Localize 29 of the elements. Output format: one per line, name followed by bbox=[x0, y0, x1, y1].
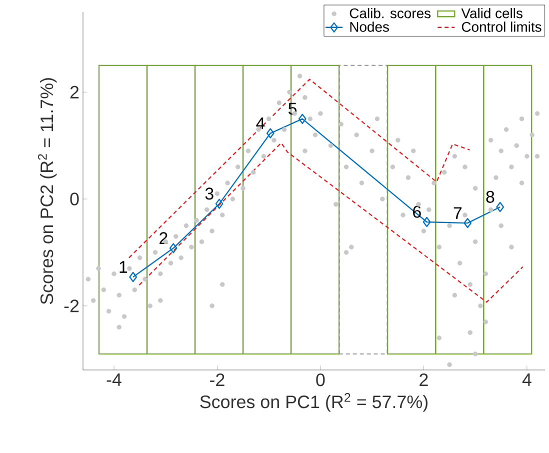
point bbox=[298, 114, 306, 124]
x-tick-label: 0 bbox=[316, 373, 325, 386]
point bbox=[422, 216, 431, 228]
y-tick-label: -2 bbox=[64, 300, 79, 312]
line-series bbox=[138, 142, 524, 303]
point bbox=[266, 128, 274, 138]
line-series bbox=[128, 78, 470, 258]
annotation: 4 bbox=[256, 117, 265, 130]
legend-label: Calib. scores bbox=[350, 8, 431, 18]
y-axis-title: Scores on PC2 (R$^{2}$ = 11.7%) bbox=[38, 78, 57, 304]
x-tick-label: 4 bbox=[522, 374, 532, 386]
x-tick-label: -4 bbox=[106, 374, 122, 386]
x-tick-label: -2 bbox=[210, 373, 224, 386]
y-tick-label: 0 bbox=[70, 192, 79, 206]
annotation: 8 bbox=[486, 190, 494, 203]
point bbox=[496, 202, 504, 212]
y-tick-label: 2 bbox=[70, 86, 79, 98]
annotation: 1 bbox=[120, 261, 128, 273]
point bbox=[129, 272, 138, 282]
legend-label: Valid cells bbox=[461, 8, 522, 18]
annotation: 3 bbox=[205, 188, 214, 200]
x-tick-label: 2 bbox=[420, 373, 428, 386]
point bbox=[464, 218, 472, 228]
x-axis-title: Scores on PC1 (R$^{2}$ = 57.7%) bbox=[200, 393, 428, 412]
annotation: 7 bbox=[454, 207, 462, 219]
point bbox=[215, 198, 224, 209]
point bbox=[169, 243, 178, 254]
legend-label: Control limits bbox=[462, 22, 542, 32]
legend-label: Nodes bbox=[350, 22, 389, 32]
